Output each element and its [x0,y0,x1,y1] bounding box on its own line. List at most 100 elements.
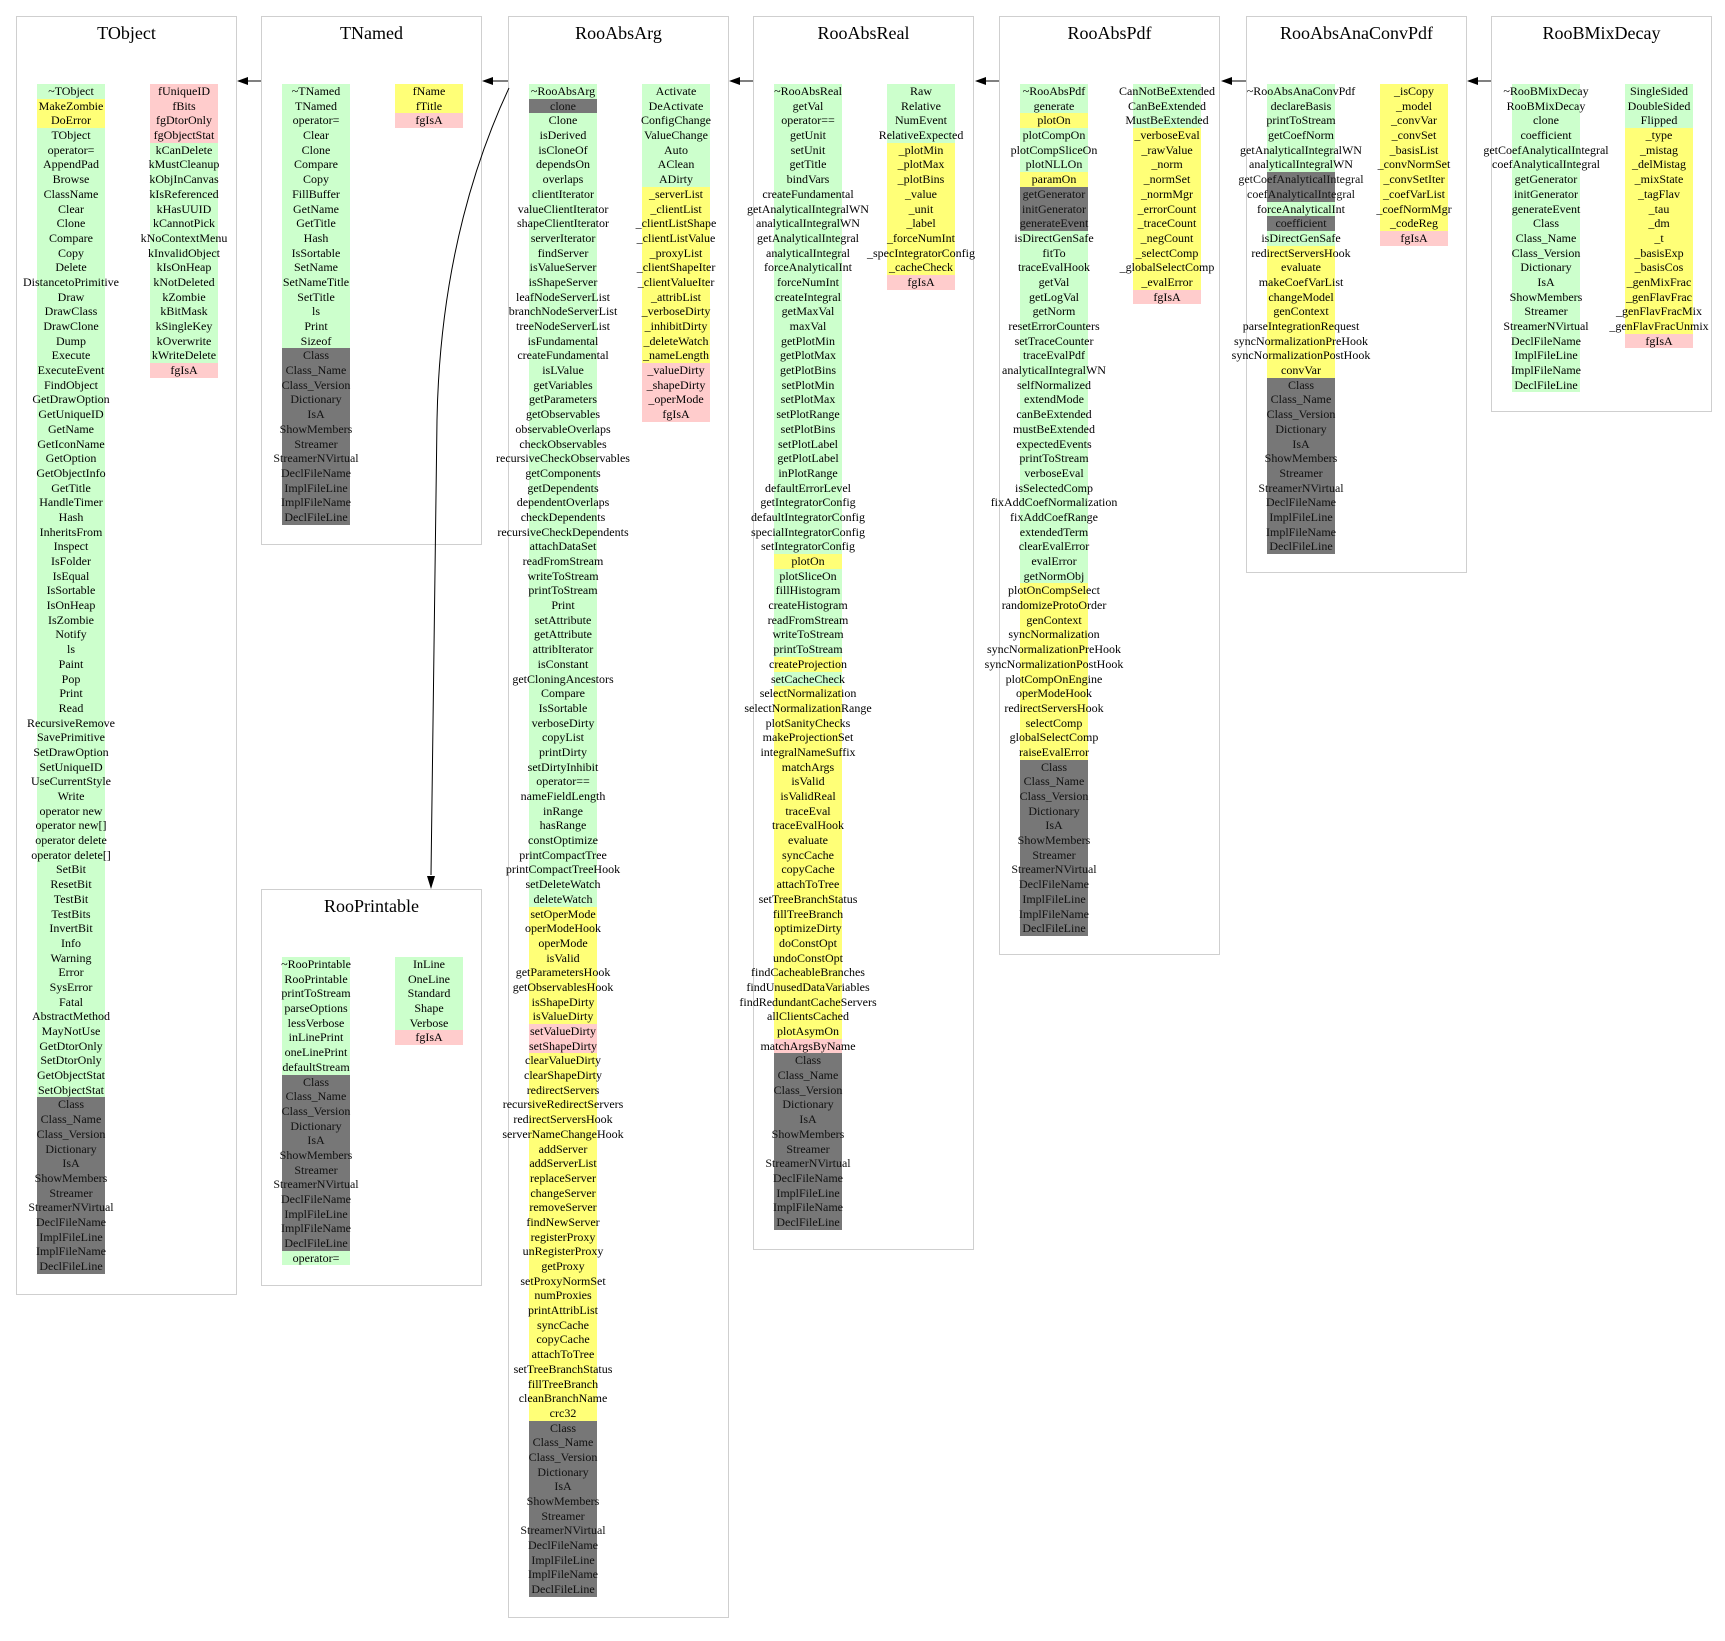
entry-label: ClassName [43,186,99,201]
method-protected: recursiveRedirectServers [503,1097,623,1113]
entry-label: InvertBit [49,921,93,936]
method-protected: plotOnCompSelect [1008,583,1100,599]
member-protected: _dm [1625,216,1693,231]
entry-label: serverIterator [530,230,596,245]
entry-label: setAttribute [534,612,592,627]
method-protected: selectNormalization [760,686,856,701]
entry-label: leafNodeServerList [516,289,610,304]
method-public: lessVerbose [282,1015,350,1031]
method-special: Class_Name [774,1068,842,1083]
method-public: DeclFileLine [1512,377,1580,393]
method-protected: syncNormalizationPostHook [985,656,1123,672]
entry-label: _valueDirty [647,363,705,378]
entry-label: _coefNormMgr [1376,201,1452,216]
entry-label: getObservablesHook [512,979,614,994]
class-title: TObject [97,23,156,43]
method-public: clone [1512,113,1580,129]
member-protected: _rawValue [1133,142,1201,158]
member-protected: _clientList [642,201,710,217]
member-protected: _negCount [1133,230,1201,246]
method-public: observableOverlaps [515,421,611,437]
member-private: _shapeDirty [642,377,710,393]
method-public: createFundamental [517,348,609,364]
method-public: GetDtorOnly [37,1038,105,1054]
member-private: fgIsA [1625,333,1693,349]
entry-label: _basisList [1389,142,1439,157]
method-public: ~RooAbsArg [529,84,597,99]
entry-label: _plotMax [897,157,945,172]
method-special: ShowMembers [771,1126,845,1142]
entry-label: attribIterator [532,642,594,657]
entry-label: StreamerNVirtual [1258,480,1344,495]
member-protected: _genFlavFracMix [1616,304,1702,319]
entry-label: globalSelectComp [1009,730,1099,745]
entry-label: kBitMask [160,304,208,319]
method-public: Copy [37,245,105,261]
entry-label: ~RooAbsArg [530,84,596,98]
entry-label: Print [59,686,83,701]
member-protected: _verboseDirty [642,304,710,319]
entry-label: _normSet [1143,172,1191,187]
entry-label: serverNameChangeHook [502,1126,624,1141]
entry-label: ShowMembers [771,1126,845,1141]
member-protected: _plotBins [887,172,955,187]
member-protected: _type [1625,128,1693,143]
entry-label: CanBeExtended [1128,98,1206,113]
member-public: AClean [642,157,710,173]
entry-label: evaluate [788,833,828,848]
entry-label: AbstractMethod [32,1009,110,1024]
entry-label: setDeleteWatch [525,877,601,892]
entry-label: createIntegral [775,289,841,304]
entry-label: HandleTimer [39,495,103,510]
entry-label: fgIsA [415,1030,443,1045]
entry-label: _traceCount [1137,216,1197,231]
entry-label: verboseDirty [531,715,595,730]
method-special: DeclFileName [528,1538,598,1553]
entry-label: Dictionary [782,1097,834,1112]
method-public: createIntegral [774,289,842,305]
method-protected: setTreeBranchStatus [759,891,857,907]
entry-label: isFundamental [527,333,599,348]
entry-label: Streamer [1524,304,1568,319]
method-public: nameFieldLength [521,789,605,804]
member-protected: _label [887,216,955,231]
method-special: DeclFileLine [37,1259,105,1274]
entry-label: fgIsA [1400,230,1428,245]
entry-label: plotAsymOn [776,1024,839,1038]
method-special: ImplFileLine [282,480,350,496]
entry-label: IsSortable [291,245,341,260]
method-private: setValueDirty [529,1024,597,1039]
method-public: Streamer [1512,304,1580,319]
entry-label: _delMistag [1632,157,1686,172]
method-public: setPlotRange [774,407,842,422]
entry-label: Inspect [53,539,89,554]
entry-label: coefficient [1275,216,1327,231]
method-protected: findNewServer [526,1214,600,1230]
entry-label: _codeReg [1390,216,1438,231]
entry-label: getNormObj [1023,568,1085,583]
method-special: ImplFileLine [529,1552,597,1568]
method-public: coefficient [1512,128,1580,143]
entry-label: constOptimize [528,833,598,848]
method-public: getGenerator [1512,172,1580,187]
entry-label: changeModel [1268,289,1334,304]
member-public: kCanDelete [150,142,218,158]
method-public: Clear [282,128,350,143]
entry-label: numProxies [534,1288,592,1303]
entry-label: operator delete[] [31,847,111,862]
method-public: printToStream [773,642,843,657]
entry-label: ImplFileName [528,1567,598,1582]
method-public: GetOption [37,451,105,466]
method-public: defaultStream [282,1059,350,1075]
method-public: isDerived [529,128,597,143]
entry-label: DeclFileLine [284,509,348,524]
method-public: Warning [37,950,105,966]
member-private: _operMode [642,392,710,408]
entry-label: coefAnalyticalIntegral [1492,157,1600,172]
method-public: setPlotLabel [774,436,842,452]
entry-label: SetNameTitle [282,274,350,289]
member-protected: _clientShapeIter [637,260,715,275]
entry-label: Delete [55,260,87,275]
method-public: TestBit [37,891,105,907]
method-special: Class_Name [529,1435,597,1450]
